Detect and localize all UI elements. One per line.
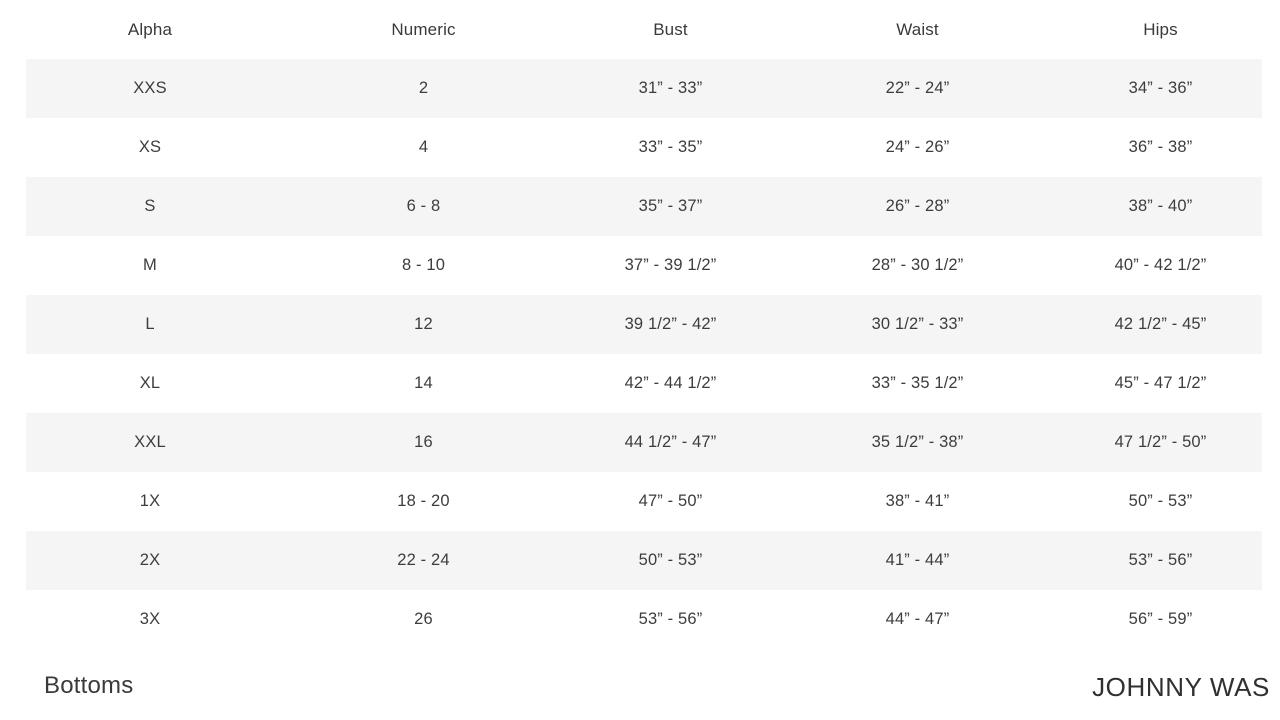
- table-cell-bust: 47” - 50”: [547, 472, 794, 531]
- table-cell-hips: 36” - 38”: [1041, 118, 1280, 177]
- table-cell-waist: 41” - 44”: [794, 531, 1041, 590]
- table-cell-waist: 28” - 30 1/2”: [794, 236, 1041, 295]
- table-row: XXS 2 31” - 33” 22” - 24” 34” - 36”: [0, 59, 1280, 118]
- table-cell-hips: 45” - 47 1/2”: [1041, 354, 1280, 413]
- table-cell-hips: 40” - 42 1/2”: [1041, 236, 1280, 295]
- table-cell-alpha: L: [0, 295, 300, 354]
- footer: Bottoms JOHNNY WAS: [0, 660, 1280, 720]
- table-row: L 12 39 1/2” - 42” 30 1/2” - 33” 42 1/2” - 4…: [0, 295, 1280, 354]
- table-cell-numeric: 2: [300, 59, 547, 118]
- section-heading-bottoms: Bottoms: [44, 672, 134, 699]
- table-cell-hips: 42 1/2” - 45”: [1041, 295, 1280, 354]
- table-header-row: Alpha Numeric Bust Waist Hips: [0, 0, 1280, 59]
- table-cell-alpha: M: [0, 236, 300, 295]
- table-row: 2X 22 - 24 50” - 53” 41” - 44” 53” - 56”: [0, 531, 1280, 590]
- table-cell-numeric: 14: [300, 354, 547, 413]
- brand-logo: JOHNNY WAS: [1092, 672, 1270, 702]
- column-header-hips: Hips: [1041, 0, 1280, 59]
- table-cell-numeric: 4: [300, 118, 547, 177]
- table-cell-alpha: XXS: [0, 59, 300, 118]
- table-cell-waist: 33” - 35 1/2”: [794, 354, 1041, 413]
- table-cell-hips: 56” - 59”: [1041, 590, 1280, 649]
- table-row: XL 14 42” - 44 1/2” 33” - 35 1/2” 45” - 47 1…: [0, 354, 1280, 413]
- table-cell-numeric: 18 - 20: [300, 472, 547, 531]
- table-cell-bust: 35” - 37”: [547, 177, 794, 236]
- table-cell-alpha: S: [0, 177, 300, 236]
- table-cell-bust: 53” - 56”: [547, 590, 794, 649]
- table-cell-bust: 44 1/2” - 47”: [547, 413, 794, 472]
- table-cell-numeric: 26: [300, 590, 547, 649]
- table-cell-bust: 50” - 53”: [547, 531, 794, 590]
- size-chart: Alpha Numeric Bust Waist Hips XXS 2 31” - …: [0, 0, 1280, 649]
- table-row: 1X 18 - 20 47” - 50” 38” - 41” 50” - 53”: [0, 472, 1280, 531]
- column-header-waist: Waist: [794, 0, 1041, 59]
- table-cell-waist: 35 1/2” - 38”: [794, 413, 1041, 472]
- table-cell-alpha: XS: [0, 118, 300, 177]
- table-cell-waist: 26” - 28”: [794, 177, 1041, 236]
- table-cell-numeric: 8 - 10: [300, 236, 547, 295]
- table-cell-numeric: 12: [300, 295, 547, 354]
- table-cell-hips: 38” - 40”: [1041, 177, 1280, 236]
- table-body: XXS 2 31” - 33” 22” - 24” 34” - 36” XS 4 33” - …: [0, 59, 1280, 649]
- table-cell-numeric: 16: [300, 413, 547, 472]
- table-cell-bust: 39 1/2” - 42”: [547, 295, 794, 354]
- table-cell-hips: 53” - 56”: [1041, 531, 1280, 590]
- table-row: 3X 26 53” - 56” 44” - 47” 56” - 59”: [0, 590, 1280, 649]
- table-cell-alpha: XXL: [0, 413, 300, 472]
- table-cell-bust: 42” - 44 1/2”: [547, 354, 794, 413]
- table-cell-numeric: 6 - 8: [300, 177, 547, 236]
- table-row: XXL 16 44 1/2” - 47” 35 1/2” - 38” 47 1/2” -…: [0, 413, 1280, 472]
- table-cell-numeric: 22 - 24: [300, 531, 547, 590]
- table-cell-waist: 44” - 47”: [794, 590, 1041, 649]
- table-header: Alpha Numeric Bust Waist Hips: [0, 0, 1280, 59]
- table-cell-waist: 24” - 26”: [794, 118, 1041, 177]
- table-cell-hips: 47 1/2” - 50”: [1041, 413, 1280, 472]
- table-cell-alpha: 2X: [0, 531, 300, 590]
- table-cell-alpha: 3X: [0, 590, 300, 649]
- column-header-numeric: Numeric: [300, 0, 547, 59]
- table-cell-waist: 22” - 24”: [794, 59, 1041, 118]
- table-cell-alpha: XL: [0, 354, 300, 413]
- table-cell-bust: 37” - 39 1/2”: [547, 236, 794, 295]
- column-header-bust: Bust: [547, 0, 794, 59]
- column-header-alpha: Alpha: [0, 0, 300, 59]
- table-cell-bust: 31” - 33”: [547, 59, 794, 118]
- table-cell-waist: 30 1/2” - 33”: [794, 295, 1041, 354]
- size-chart-table: Alpha Numeric Bust Waist Hips XXS 2 31” - …: [0, 0, 1280, 649]
- table-cell-bust: 33” - 35”: [547, 118, 794, 177]
- table-row: XS 4 33” - 35” 24” - 26” 36” - 38”: [0, 118, 1280, 177]
- table-cell-hips: 34” - 36”: [1041, 59, 1280, 118]
- table-cell-hips: 50” - 53”: [1041, 472, 1280, 531]
- table-cell-waist: 38” - 41”: [794, 472, 1041, 531]
- table-cell-alpha: 1X: [0, 472, 300, 531]
